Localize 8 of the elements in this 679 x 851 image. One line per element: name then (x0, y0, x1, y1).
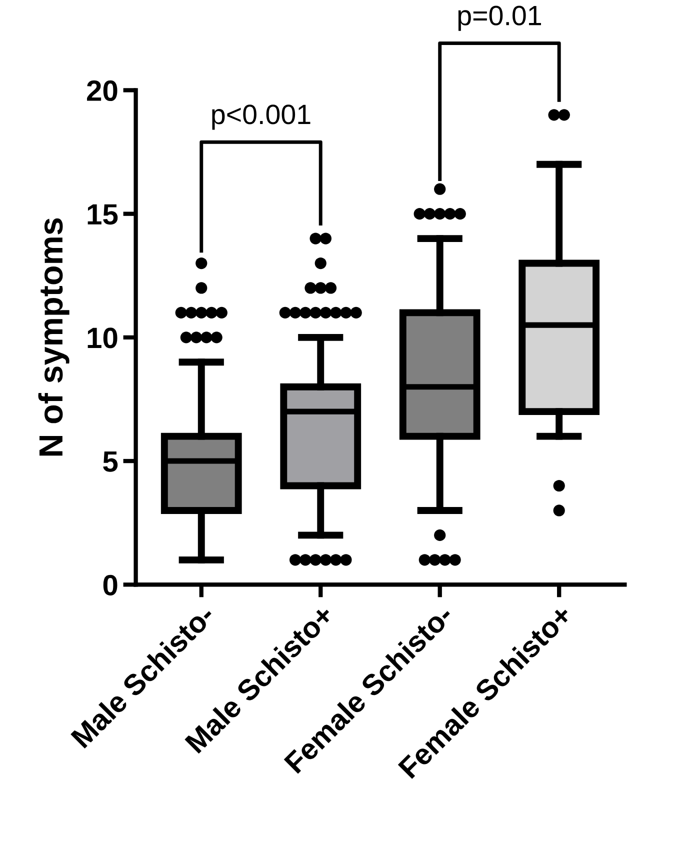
y-tick-label: 10 (88, 328, 118, 348)
text: p=0.01 (458, 6, 541, 31)
y-axis-title: N of symptoms (38, 218, 70, 456)
y-tick-label: 0 (103, 574, 118, 596)
annotation: p<0.001 (212, 104, 310, 130)
y-tick-label: 5 (103, 452, 118, 472)
y-tick-label: 20 (87, 80, 118, 102)
y-tick-label: 15 (88, 204, 118, 225)
